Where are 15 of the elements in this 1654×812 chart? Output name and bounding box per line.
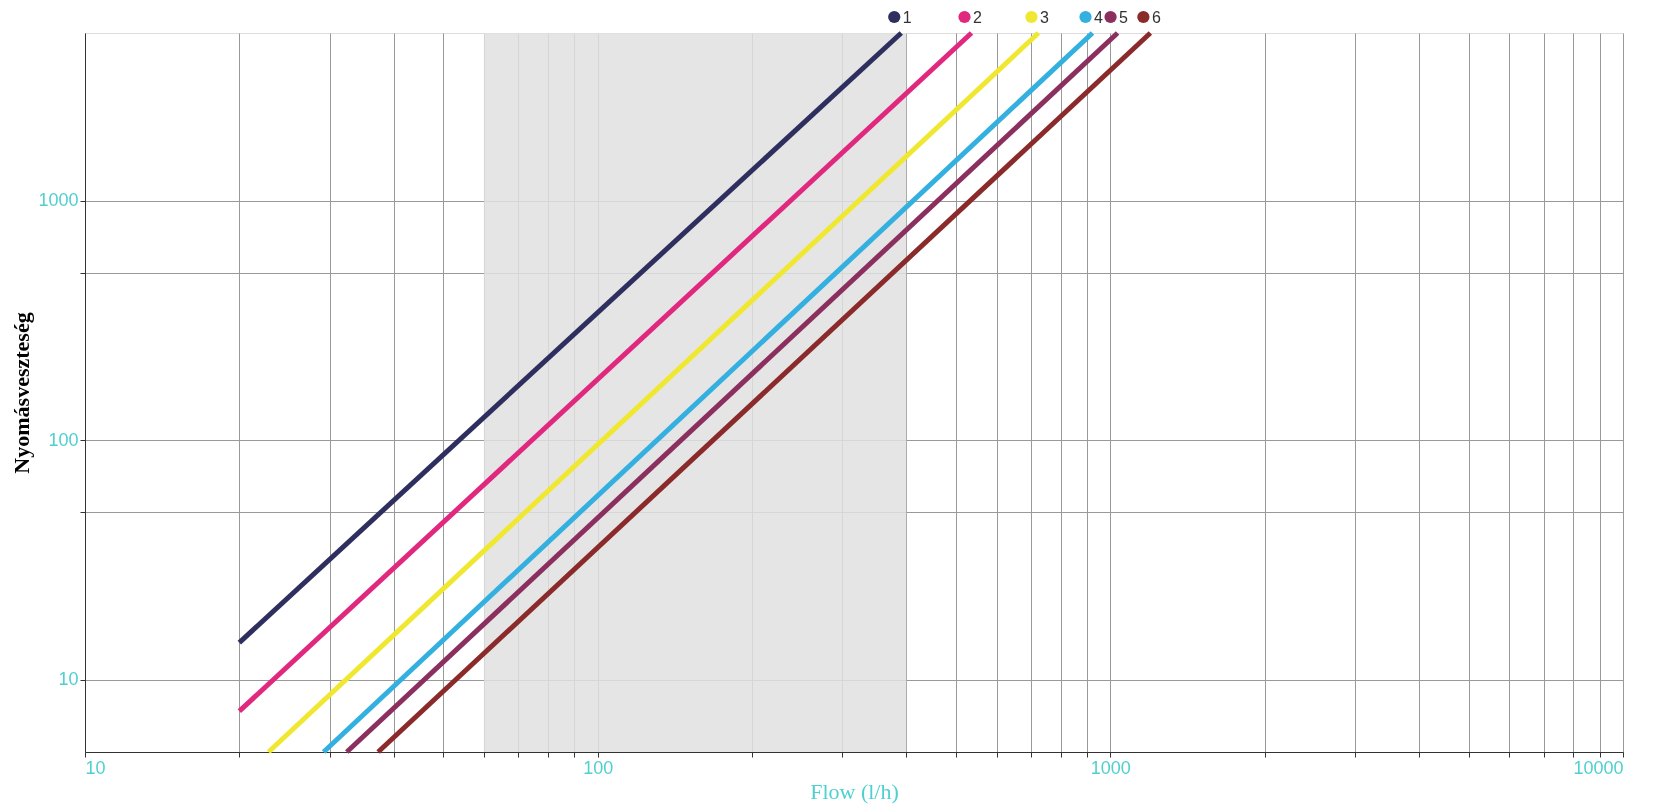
x-tick-label: 100 <box>583 757 614 778</box>
y-axis-title: Nyomásveszteség <box>9 312 35 474</box>
y-tick-label: 1000 <box>38 190 79 211</box>
x-tick-label: 1000 <box>1090 757 1131 778</box>
x-tick-label: 10000 <box>1573 757 1624 778</box>
legend-label: 6 <box>1151 9 1161 26</box>
x-axis-title: Flow (l/h) <box>810 778 899 804</box>
legend-label: 5 <box>1119 9 1129 26</box>
y-tick-label: 10 <box>58 669 79 690</box>
legend-label: 2 <box>973 9 983 26</box>
legend-label: 4 <box>1094 9 1104 26</box>
legend-label: 1 <box>902 9 912 26</box>
legend-label: 3 <box>1039 9 1049 26</box>
x-tick-label: 10 <box>85 757 106 778</box>
y-tick-label: 100 <box>48 429 79 450</box>
